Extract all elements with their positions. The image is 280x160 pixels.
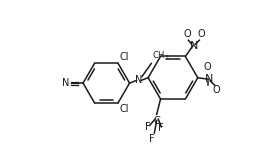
Text: F: F [149, 134, 155, 144]
Text: Cl: Cl [120, 52, 129, 62]
Text: F: F [144, 122, 150, 132]
Text: CH$_3$: CH$_3$ [152, 49, 170, 62]
Text: O: O [197, 29, 205, 40]
Text: N: N [190, 41, 198, 51]
Text: F: F [158, 123, 164, 133]
Text: N: N [62, 78, 69, 88]
Text: Cl: Cl [120, 104, 129, 114]
Text: N: N [135, 75, 143, 85]
Text: O: O [183, 29, 191, 40]
Text: O: O [213, 85, 220, 95]
Text: C: C [153, 116, 160, 126]
Text: O: O [203, 62, 211, 72]
Text: N: N [205, 74, 214, 84]
